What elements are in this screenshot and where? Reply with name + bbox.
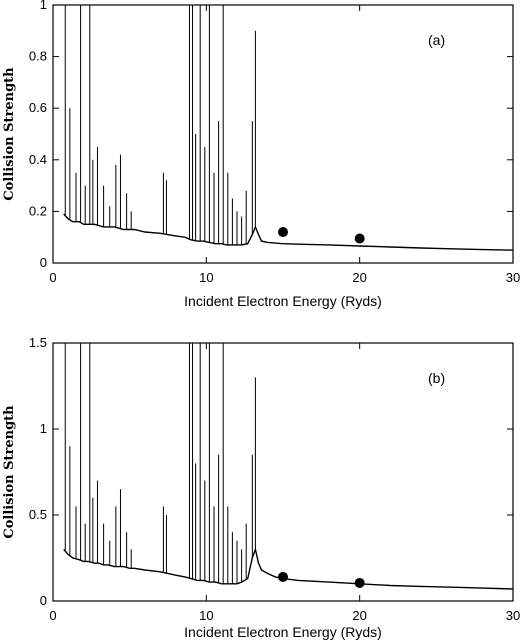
x-tick-label: 20 <box>352 270 366 285</box>
y-tick-label: 0.5 <box>29 507 47 522</box>
series-line <box>63 213 514 251</box>
axis-ticks: 0 10 20 30 0 0.2 0.4 0.6 0.8 1 <box>29 0 520 285</box>
y-tick-label: 0 <box>40 255 47 270</box>
y-tick-label: 1 <box>40 421 47 436</box>
y-tick-label: 0.2 <box>29 203 47 218</box>
data-point-marker <box>354 577 365 588</box>
axis-ticks: 0 10 20 30 0 0.5 1 1.5 <box>29 335 520 623</box>
data-point-marker <box>354 233 365 244</box>
x-tick-label: 20 <box>352 608 366 623</box>
y-tick-label: 1 <box>40 0 47 12</box>
x-tick-label: 10 <box>199 608 213 623</box>
chart-panel-b: 0 10 20 30 0 0.5 1 1.5 (b) Incident Electron En… <box>2 335 520 640</box>
x-tick-label: 30 <box>506 270 520 285</box>
y-tick-label: 1.5 <box>29 335 47 350</box>
y-tick-label: 0.6 <box>29 100 47 115</box>
plot-frame <box>52 342 514 602</box>
x-tick-label: 0 <box>49 270 56 285</box>
y-tick-label: 0 <box>40 593 47 608</box>
panel-label: (a) <box>428 32 445 48</box>
y-axis-label: Collision Strength <box>2 405 17 539</box>
y-axis-label: Collision Strength <box>2 67 17 201</box>
data-point-marker <box>278 227 288 238</box>
plot-frame <box>52 4 514 264</box>
x-axis-label: Incident Electron Energy (Ryds) <box>184 624 382 640</box>
y-tick-label: 0.4 <box>29 152 47 167</box>
data-marks <box>63 5 514 251</box>
data-point-marker <box>278 571 288 582</box>
series-line <box>63 546 514 590</box>
x-tick-label: 30 <box>506 608 520 623</box>
x-tick-label: 0 <box>49 608 56 623</box>
data-marks <box>63 343 514 590</box>
x-axis-label: Incident Electron Energy (Ryds) <box>184 293 382 309</box>
x-tick-label: 10 <box>199 270 213 285</box>
y-tick-label: 0.8 <box>29 49 47 64</box>
panel-label: (b) <box>428 370 445 386</box>
chart-panel-a: 0 10 20 30 0 0.2 0.4 0.6 0.8 1 (a) Incident Elect… <box>2 0 520 309</box>
